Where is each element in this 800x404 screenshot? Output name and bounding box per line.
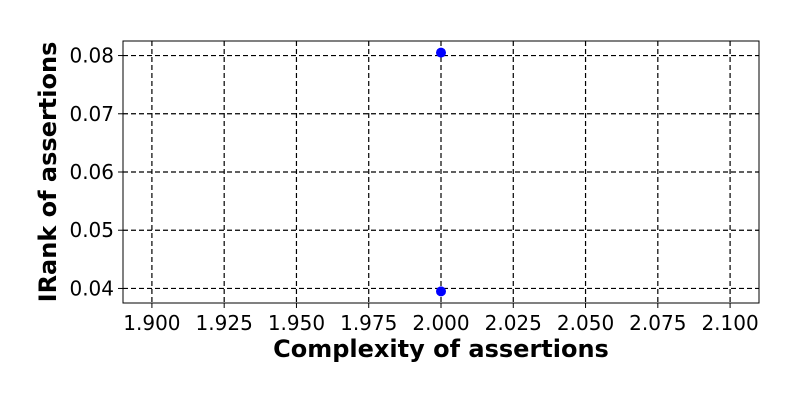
y-tick-label: 0.06 bbox=[69, 160, 114, 184]
y-tick-label: 0.05 bbox=[69, 218, 114, 242]
x-tick-label: 1.925 bbox=[196, 311, 253, 335]
data-point bbox=[436, 286, 446, 297]
x-tick-label: 1.950 bbox=[268, 311, 325, 335]
y-axis-ticks: 0.04 0.05 0.06 0.07 0.08 bbox=[69, 44, 123, 300]
x-tick-label: 2.000 bbox=[412, 311, 469, 335]
x-tick-label: 2.050 bbox=[557, 311, 614, 335]
x-tick-label: 2.100 bbox=[701, 311, 758, 335]
x-tick-label: 2.075 bbox=[629, 311, 686, 335]
x-axis-ticks: 1.900 1.925 1.950 1.975 2.000 2.025 2.050 2.075… bbox=[123, 303, 759, 335]
data-point bbox=[436, 47, 446, 58]
y-tick-label: 0.07 bbox=[69, 102, 114, 126]
x-tick-label: 1.975 bbox=[340, 311, 397, 335]
x-tick-label: 2.025 bbox=[485, 311, 542, 335]
data-points bbox=[436, 47, 446, 297]
x-axis-title: Complexity of assertions bbox=[273, 335, 609, 363]
y-tick-label: 0.04 bbox=[69, 276, 114, 300]
grid-lines bbox=[123, 41, 759, 303]
y-tick-label: 0.08 bbox=[69, 44, 114, 68]
y-axis-title: IRank of assertions bbox=[34, 42, 62, 303]
x-tick-label: 1.900 bbox=[123, 311, 180, 335]
